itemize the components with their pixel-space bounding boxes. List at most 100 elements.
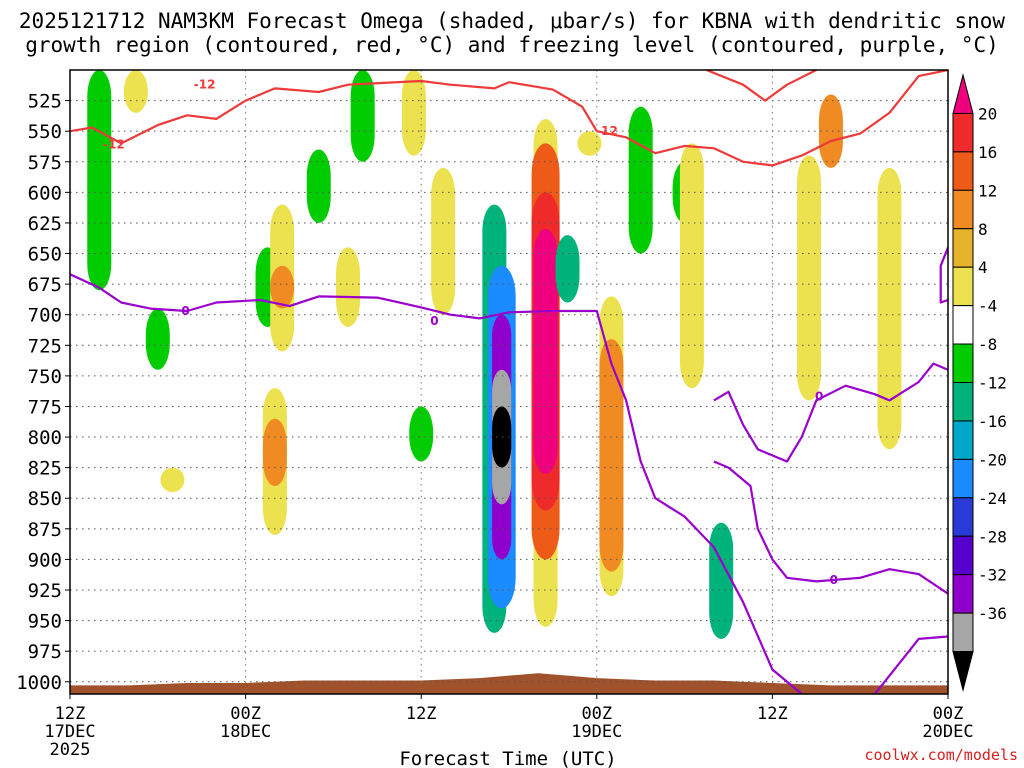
contour-lines: -12 -12 -12 0 0 0 0	[70, 70, 948, 694]
y-tick-label: 650	[28, 244, 62, 266]
contour-label: -12	[194, 78, 216, 92]
x-tick-time: 00Z	[230, 704, 261, 724]
omega-region	[262, 418, 287, 486]
omega-region	[599, 339, 624, 572]
colorbar-label: -28	[978, 527, 1007, 546]
omega-region	[796, 155, 821, 401]
omega-region	[877, 167, 902, 450]
y-tick-label: 825	[28, 458, 62, 480]
colorbar: 20 16 12 8 4 -4 -8 -12 -16 -20 -24 -28 -32 -36	[952, 73, 1007, 692]
omega-shading	[70, 70, 948, 694]
omega-region	[350, 70, 375, 162]
omega-region	[431, 167, 456, 315]
contour-line	[706, 70, 817, 102]
x-axis-label: Forecast Time (UTC)	[399, 748, 616, 768]
colorbar-label: 12	[978, 181, 997, 200]
colorbar-swatch	[952, 382, 974, 422]
colorbar-label: 8	[978, 220, 988, 239]
omega-region	[492, 406, 512, 468]
colorbar-swatch	[952, 343, 974, 383]
y-tick-label: 975	[28, 641, 62, 663]
y-tick-label: 575	[28, 152, 62, 174]
credit-text: coolwx.com/models	[864, 746, 1018, 764]
colorbar-swatch	[952, 574, 974, 614]
colorbar-label: -32	[978, 566, 1007, 585]
y-tick-label: 525	[28, 91, 62, 113]
y-tick-label: 625	[28, 213, 62, 235]
colorbar-label: -24	[978, 489, 1007, 508]
colorbar-label: -36	[978, 604, 1007, 623]
x-tick-time: 00Z	[581, 704, 612, 724]
y-tick-label: 600	[28, 182, 62, 204]
chart-title-line1: 2025121712 NAM3KM Forecast Omega (shaded…	[18, 9, 1006, 33]
omega-region	[270, 265, 295, 309]
omega-region	[533, 229, 558, 474]
y-tick-label: 725	[28, 335, 62, 357]
contour-line	[70, 273, 803, 694]
omega-region	[409, 406, 434, 462]
y-tick-label: 1000	[16, 672, 62, 694]
x-tick-time: 00Z	[933, 704, 964, 724]
y-tick-label: 850	[28, 488, 62, 510]
omega-region	[709, 522, 734, 639]
x-tick-date: 20DEC	[922, 722, 973, 742]
terrain	[70, 673, 948, 694]
y-tick-label: 550	[28, 121, 62, 143]
omega-region	[555, 235, 580, 303]
colorbar-label: -16	[978, 412, 1007, 431]
omega-region	[160, 467, 185, 493]
colorbar-swatch	[952, 189, 974, 230]
colorbar-swatch	[952, 612, 974, 653]
grid-lines	[70, 70, 948, 694]
y-tick-label: 925	[28, 580, 62, 602]
colorbar-swatch	[952, 497, 974, 537]
omega-region	[145, 308, 170, 370]
y-tick-label: 950	[28, 611, 62, 633]
omega-region	[401, 70, 426, 156]
omega-region	[87, 70, 112, 291]
contour-label: 0	[430, 314, 438, 328]
x-tick-time: 12Z	[757, 704, 788, 724]
contour-line	[873, 635, 948, 694]
chart-title-line2: growth region (contoured, red, °C) and f…	[25, 33, 999, 57]
colorbar-label: -8	[978, 335, 997, 354]
colorbar-swatch	[952, 535, 974, 576]
omega-region	[336, 247, 361, 327]
contour-label: -12	[103, 138, 125, 152]
omega-region	[628, 106, 653, 254]
contour-label: 0	[815, 390, 823, 404]
x-tick-year: 2025	[50, 740, 91, 760]
colorbar-swatch	[952, 420, 974, 460]
colorbar-label: 16	[978, 143, 997, 162]
y-tick-label: 800	[28, 427, 62, 449]
omega-region	[818, 94, 843, 168]
omega-region	[679, 143, 704, 389]
x-tick-date: 19DEC	[571, 722, 622, 742]
y-tick-label: 875	[28, 519, 62, 541]
y-tick-label: 750	[28, 366, 62, 388]
x-tick-time: 12Z	[406, 704, 437, 724]
colorbar-label: -12	[978, 374, 1007, 393]
colorbar-label: -20	[978, 450, 1007, 469]
omega-region	[577, 131, 602, 156]
plot-frame	[69, 69, 949, 695]
colorbar-swatch	[952, 112, 974, 153]
y-tick-label: 675	[28, 274, 62, 296]
colorbar-top-arrow	[952, 73, 974, 114]
contour-label: 0	[181, 304, 189, 318]
colorbar-bottom-arrow	[952, 651, 974, 692]
contour-line	[713, 460, 948, 595]
y-tick-label: 700	[28, 305, 62, 327]
colorbar-swatch	[952, 458, 974, 499]
colorbar-swatch	[952, 151, 974, 191]
colorbar-swatch	[952, 305, 974, 345]
x-tick-date: 17DEC	[44, 722, 95, 742]
colorbar-label: -4	[978, 297, 997, 316]
contour-line	[713, 362, 948, 463]
omega-region	[123, 70, 148, 113]
y-tick-label: 775	[28, 396, 62, 418]
contour-line	[70, 70, 948, 167]
axes: 525 550 575 600 625 650 675 700 725 750 775 800 825 8…	[16, 69, 974, 768]
contour-label: 0	[830, 573, 838, 587]
